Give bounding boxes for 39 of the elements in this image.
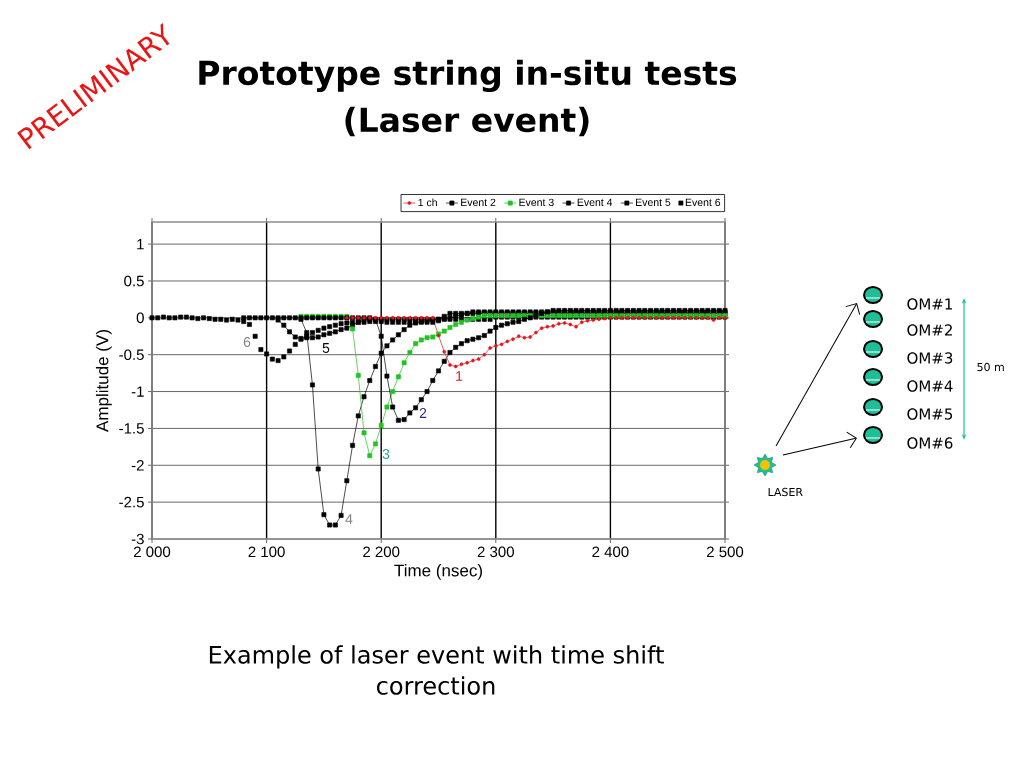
legend-label: Event 4 — [577, 198, 613, 207]
text: OM#3 — [907, 352, 953, 364]
annotation: 6 — [243, 337, 251, 347]
text: Example of laser event with time shift correction — [209, 645, 664, 695]
text: OM#4 — [907, 380, 953, 392]
legend-label: Event 5 — [636, 198, 671, 207]
y-tick-label: -3 — [131, 533, 144, 545]
legend-label: Event 3 — [519, 198, 554, 207]
legend-label: 1 ch — [418, 198, 437, 207]
y-tick-label: 0 — [136, 312, 144, 324]
y-tick-label: -1.5 — [119, 423, 144, 434]
y-tick-label: -2 — [131, 460, 144, 471]
x-tick-label: 2 000 — [133, 546, 171, 558]
y-tick-label: 1 — [137, 238, 144, 250]
y-axis-title: Amplitude (V) — [95, 330, 112, 432]
x-tick-label: 2 500 — [706, 546, 744, 558]
y-tick-label: 0.5 — [124, 275, 144, 287]
x-tick-label: 2 400 — [592, 546, 629, 558]
chart-title: Prototype string in-situ tests (Laser event) — [199, 59, 737, 137]
text: 50 m — [977, 362, 1004, 372]
y-tick-label: -0.5 — [119, 349, 144, 360]
annotation: 4 — [345, 514, 353, 524]
legend-label: Event 6 — [685, 198, 721, 207]
x-axis-title: Time (nsec) — [394, 564, 482, 580]
annotation: 3 — [382, 449, 390, 459]
annotation: 5 — [322, 343, 330, 353]
annotation: 2 — [419, 408, 427, 418]
text: OM#2 — [907, 324, 952, 336]
text: OM#1 — [907, 298, 953, 310]
y-tick-label: -1 — [131, 386, 144, 397]
x-tick-label: 2 100 — [248, 546, 285, 558]
annotation: 1 — [456, 371, 463, 381]
text: OM#5 — [907, 408, 953, 420]
legend-label: Event 2 — [461, 198, 496, 207]
text: OM#6 — [907, 437, 953, 449]
text: LASER — [768, 487, 803, 497]
y-tick-label: -2.5 — [119, 496, 144, 508]
x-tick-label: 2 300 — [477, 546, 514, 558]
x-tick-label: 2 200 — [363, 546, 400, 558]
